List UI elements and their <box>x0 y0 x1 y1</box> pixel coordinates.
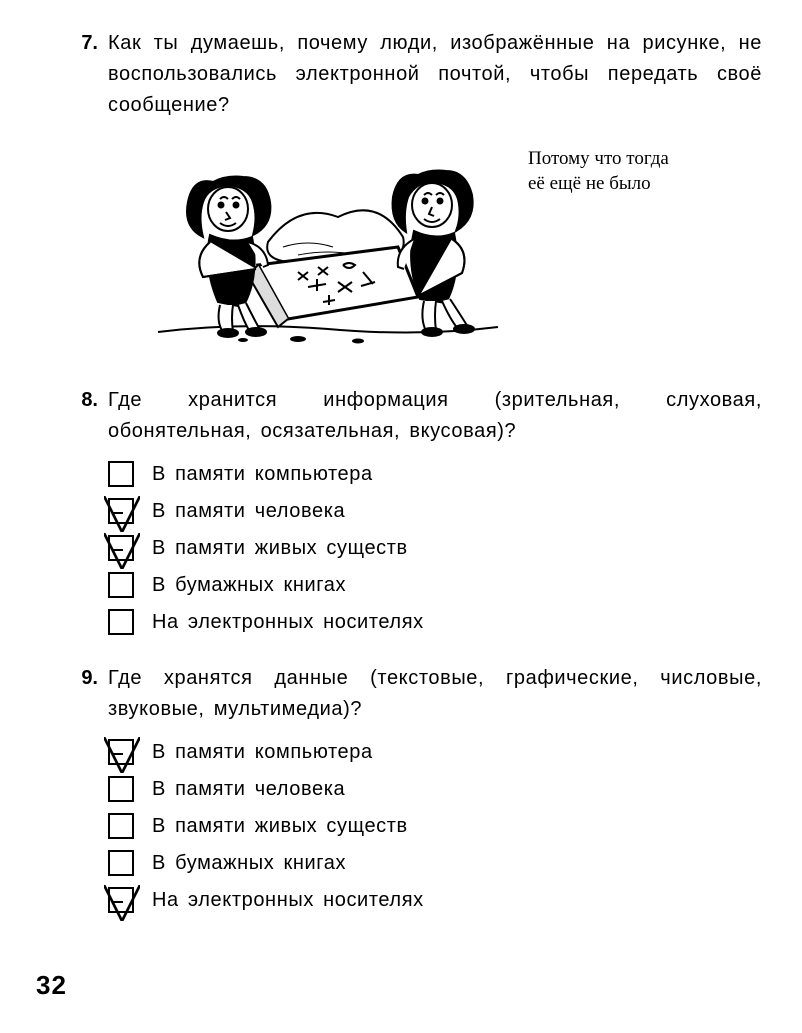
question-9-option-4: На электронных носителях <box>108 887 762 913</box>
question-8-checkbox-2[interactable] <box>108 535 134 561</box>
question-7-number: 7. <box>70 28 98 59</box>
question-9-head: 9. Где хранятся данные (текстовые, графи… <box>70 663 762 725</box>
question-9-option-0: В памяти компьютера <box>108 739 762 765</box>
question-8-checkbox-0[interactable] <box>108 461 134 487</box>
question-8-number: 8. <box>70 385 98 416</box>
question-9-option-label-1: В памяти человека <box>152 778 345 801</box>
question-7-head: 7. Как ты думаешь, почему люди, изображё… <box>70 28 762 121</box>
question-7-answer: Потому что тогда её ещё не было <box>528 147 688 196</box>
question-8-checkbox-1[interactable] <box>108 498 134 524</box>
question-8-option-label-3: В бумажных книгах <box>152 574 346 597</box>
question-7-text: Как ты думаешь, почему люди, изображённы… <box>108 28 762 121</box>
question-9-text: Где хранятся данные (текстовые, графичес… <box>108 663 762 725</box>
question-9-checkbox-4[interactable] <box>108 887 134 913</box>
question-9-number: 9. <box>70 663 98 694</box>
cavemen-illustration <box>148 147 508 357</box>
question-8-options: В памяти компьютера В памяти человека В па… <box>70 461 762 635</box>
question-8-option-3: В бумажных книгах <box>108 572 762 598</box>
question-9-option-2: В памяти живых существ <box>108 813 762 839</box>
question-9-checkbox-2[interactable] <box>108 813 134 839</box>
question-8-checkbox-4[interactable] <box>108 609 134 635</box>
question-8-option-label-0: В памяти компьютера <box>152 463 373 486</box>
question-9-checkbox-0[interactable] <box>108 739 134 765</box>
question-9-checkbox-3[interactable] <box>108 850 134 876</box>
question-9-options: В памяти компьютера В памяти человека В па… <box>70 739 762 913</box>
question-8-option-label-1: В памяти человека <box>152 500 345 523</box>
question-9-option-label-3: В бумажных книгах <box>152 852 346 875</box>
question-7-body: Потому что тогда её ещё не было <box>70 147 762 357</box>
question-8-option-label-4: На электронных носителях <box>152 611 424 634</box>
question-8-option-2: В памяти живых существ <box>108 535 762 561</box>
question-8-head: 8. Где хранится информация (зрительная, … <box>70 385 762 447</box>
question-8-option-4: На электронных носителях <box>108 609 762 635</box>
question-8: 8. Где хранится информация (зрительная, … <box>70 385 762 635</box>
question-9-option-label-0: В памяти компьютера <box>152 741 373 764</box>
question-8-text: Где хранится информация (зрительная, слу… <box>108 385 762 447</box>
question-9: 9. Где хранятся данные (текстовые, графи… <box>70 663 762 913</box>
question-9-option-3: В бумажных книгах <box>108 850 762 876</box>
question-8-option-label-2: В памяти живых существ <box>152 537 408 560</box>
question-9-option-label-2: В памяти живых существ <box>152 815 408 838</box>
question-8-checkbox-3[interactable] <box>108 572 134 598</box>
question-7: 7. Как ты думаешь, почему люди, изображё… <box>70 28 762 357</box>
question-8-option-1: В памяти человека <box>108 498 762 524</box>
question-9-option-label-4: На электронных носителях <box>152 889 424 912</box>
question-9-option-1: В памяти человека <box>108 776 762 802</box>
page-number: 32 <box>36 970 67 1001</box>
question-8-option-0: В памяти компьютера <box>108 461 762 487</box>
question-9-checkbox-1[interactable] <box>108 776 134 802</box>
